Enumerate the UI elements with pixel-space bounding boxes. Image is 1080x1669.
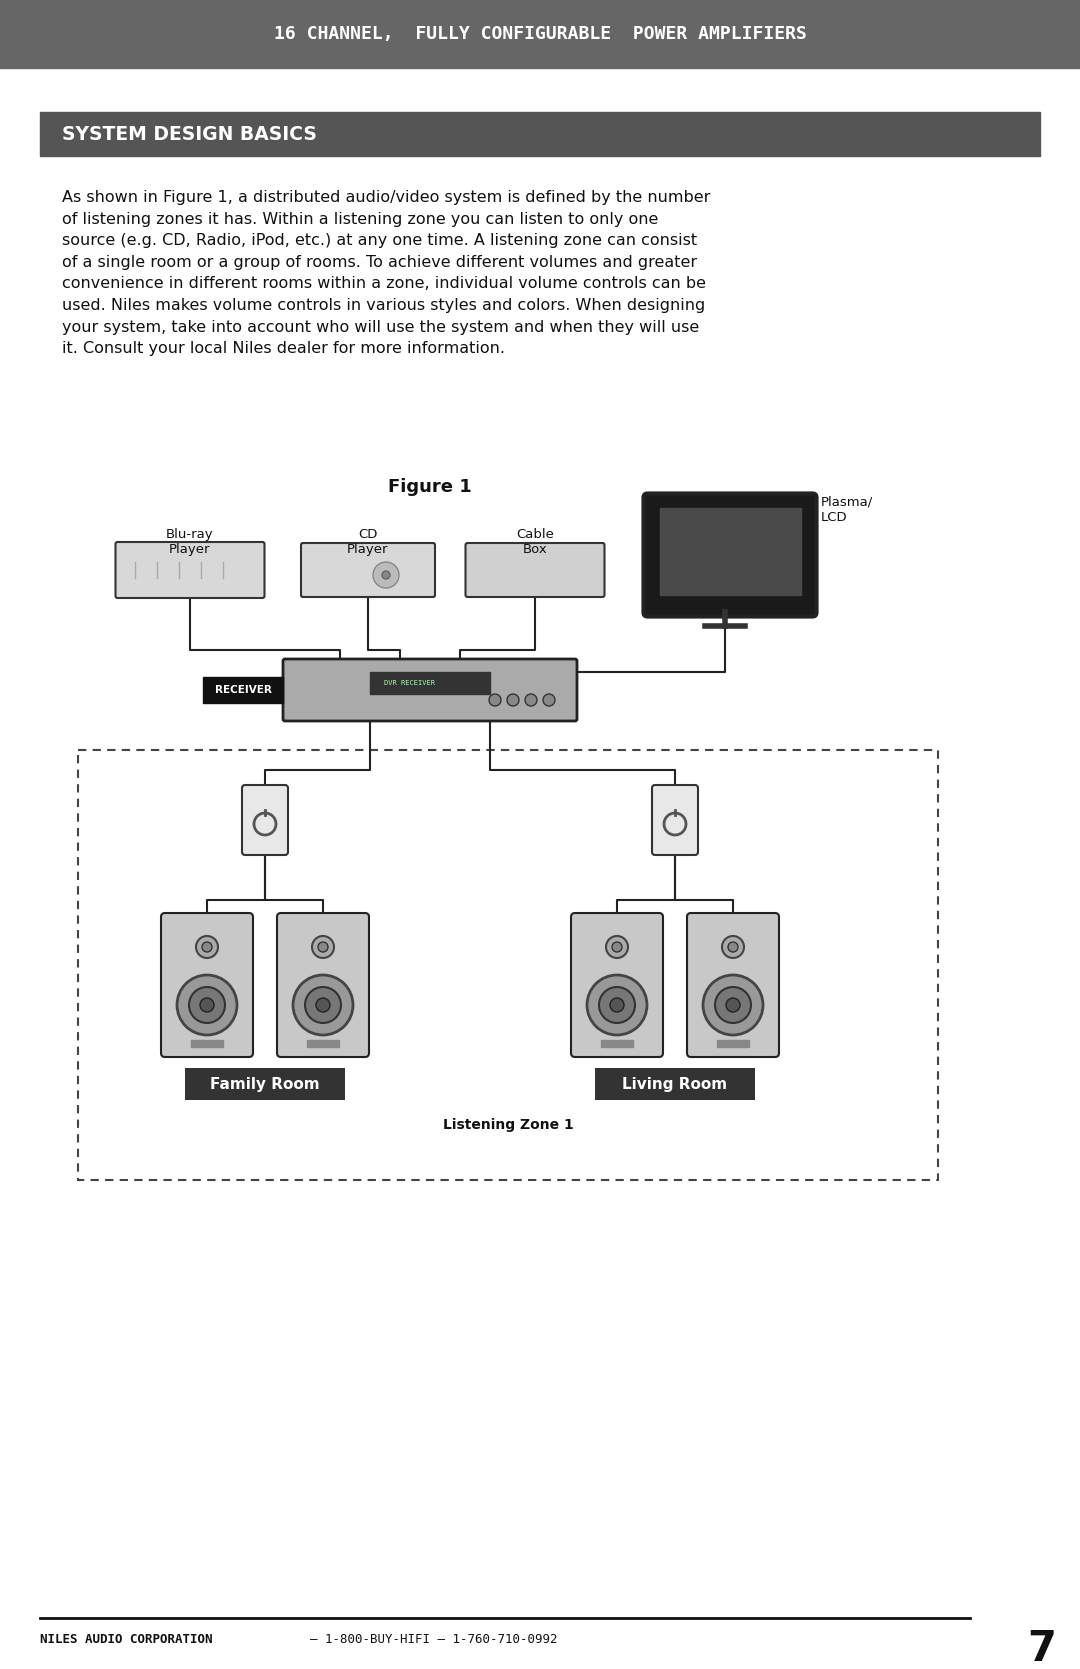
Circle shape [200, 998, 214, 1011]
FancyBboxPatch shape [301, 542, 435, 598]
FancyBboxPatch shape [203, 678, 283, 703]
FancyBboxPatch shape [242, 784, 288, 855]
Circle shape [723, 936, 744, 958]
Bar [600, 1040, 633, 1046]
Text: – 1-800-BUY-HIFI – 1-760-710-0992: – 1-800-BUY-HIFI – 1-760-710-0992 [310, 1632, 557, 1646]
Bar [78, 749, 939, 1180]
Text: Listening Zone 1: Listening Zone 1 [443, 1118, 573, 1132]
Bar [660, 507, 800, 594]
Text: Family Room: Family Room [211, 1077, 320, 1092]
Circle shape [728, 941, 738, 951]
Circle shape [373, 562, 399, 587]
Circle shape [189, 986, 225, 1023]
FancyBboxPatch shape [595, 1068, 755, 1100]
FancyBboxPatch shape [185, 1068, 345, 1100]
FancyBboxPatch shape [116, 542, 265, 598]
Circle shape [202, 941, 212, 951]
Circle shape [312, 936, 334, 958]
Text: Living Room: Living Room [622, 1077, 728, 1092]
Circle shape [195, 936, 218, 958]
FancyBboxPatch shape [276, 913, 369, 1056]
Circle shape [316, 998, 330, 1011]
Bar [0, 0, 1080, 68]
FancyBboxPatch shape [644, 494, 816, 616]
FancyBboxPatch shape [571, 913, 663, 1056]
Circle shape [489, 694, 501, 706]
Text: DVR RECEIVER: DVR RECEIVER [384, 679, 435, 686]
Circle shape [293, 975, 353, 1035]
Text: NILES AUDIO CORPORATION: NILES AUDIO CORPORATION [40, 1632, 213, 1646]
FancyBboxPatch shape [652, 784, 698, 855]
Text: Blu-ray
Player: Blu-ray Player [166, 527, 214, 556]
Circle shape [599, 986, 635, 1023]
Circle shape [606, 936, 627, 958]
Text: Figure 1: Figure 1 [388, 477, 472, 496]
Bar [307, 1040, 339, 1046]
Circle shape [726, 998, 740, 1011]
FancyBboxPatch shape [283, 659, 577, 721]
Bar [191, 1040, 222, 1046]
Circle shape [543, 694, 555, 706]
Circle shape [177, 975, 237, 1035]
FancyBboxPatch shape [465, 542, 605, 598]
Text: 16 CHANNEL,  FULLY CONFIGURABLE  POWER AMPLIFIERS: 16 CHANNEL, FULLY CONFIGURABLE POWER AMP… [273, 25, 807, 43]
Bar [370, 673, 490, 694]
Text: Cable
Box: Cable Box [516, 527, 554, 556]
Text: CD
Player: CD Player [348, 527, 389, 556]
Text: Plasma/
LCD: Plasma/ LCD [821, 496, 873, 524]
Circle shape [703, 975, 762, 1035]
Circle shape [305, 986, 341, 1023]
Text: 7: 7 [1027, 1627, 1056, 1669]
Circle shape [610, 998, 624, 1011]
Text: As shown in Figure 1, a distributed audio/video system is defined by the number
: As shown in Figure 1, a distributed audi… [62, 190, 711, 355]
Circle shape [507, 694, 519, 706]
Circle shape [715, 986, 751, 1023]
FancyBboxPatch shape [161, 913, 253, 1056]
Text: SYSTEM DESIGN BASICS: SYSTEM DESIGN BASICS [62, 125, 316, 144]
Circle shape [612, 941, 622, 951]
Text: RECEIVER: RECEIVER [215, 684, 271, 694]
Circle shape [318, 941, 328, 951]
Bar [717, 1040, 750, 1046]
FancyBboxPatch shape [687, 913, 779, 1056]
Circle shape [588, 975, 647, 1035]
Bar [40, 112, 1040, 155]
Circle shape [382, 571, 390, 579]
Circle shape [525, 694, 537, 706]
